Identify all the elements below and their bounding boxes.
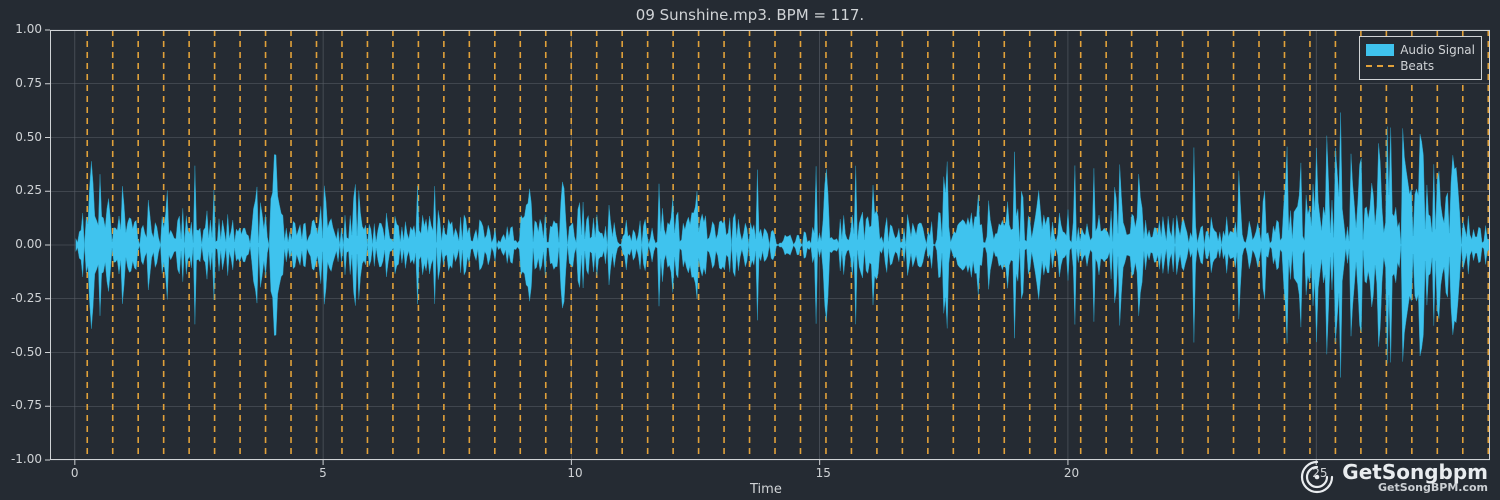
chart-title: 09 Sunshine.mp3. BPM = 117. xyxy=(0,6,1500,24)
x-tick: 10 xyxy=(567,466,582,480)
x-tick: 5 xyxy=(319,466,327,480)
legend-item: Beats xyxy=(1366,59,1475,73)
watermark-brand: GetSongbpm xyxy=(1342,462,1488,482)
x-tick: 0 xyxy=(71,466,79,480)
x-axis-label: Time xyxy=(750,482,782,497)
legend: Audio Signal Beats xyxy=(1359,36,1482,80)
watermark: GetSongbpm GetSongBPM.com xyxy=(1300,460,1488,494)
x-tick: 20 xyxy=(1064,466,1079,480)
plot-area xyxy=(50,30,1490,460)
legend-item: Audio Signal xyxy=(1366,43,1475,57)
y-tick: -0.75 xyxy=(11,398,42,412)
y-tick: -0.25 xyxy=(11,291,42,305)
y-tick: 0.50 xyxy=(15,130,42,144)
legend-swatch xyxy=(1366,44,1394,56)
legend-label: Beats xyxy=(1400,59,1434,73)
x-tick: 15 xyxy=(816,466,831,480)
y-tick: 0.00 xyxy=(15,237,42,251)
y-tick: 0.75 xyxy=(15,76,42,90)
y-tick: -0.50 xyxy=(11,345,42,359)
watermark-url: GetSongBPM.com xyxy=(1342,482,1488,493)
y-tick: 1.00 xyxy=(15,22,42,36)
plot-svg xyxy=(50,30,1490,460)
y-tick: -1.00 xyxy=(11,452,42,466)
y-tick: 0.25 xyxy=(15,183,42,197)
watermark-logo-icon xyxy=(1300,460,1334,494)
waveform-figure: 09 Sunshine.mp3. BPM = 117. -1.00 -0.75 -0… xyxy=(0,0,1500,500)
legend-label: Audio Signal xyxy=(1400,43,1475,57)
legend-swatch xyxy=(1366,65,1394,67)
